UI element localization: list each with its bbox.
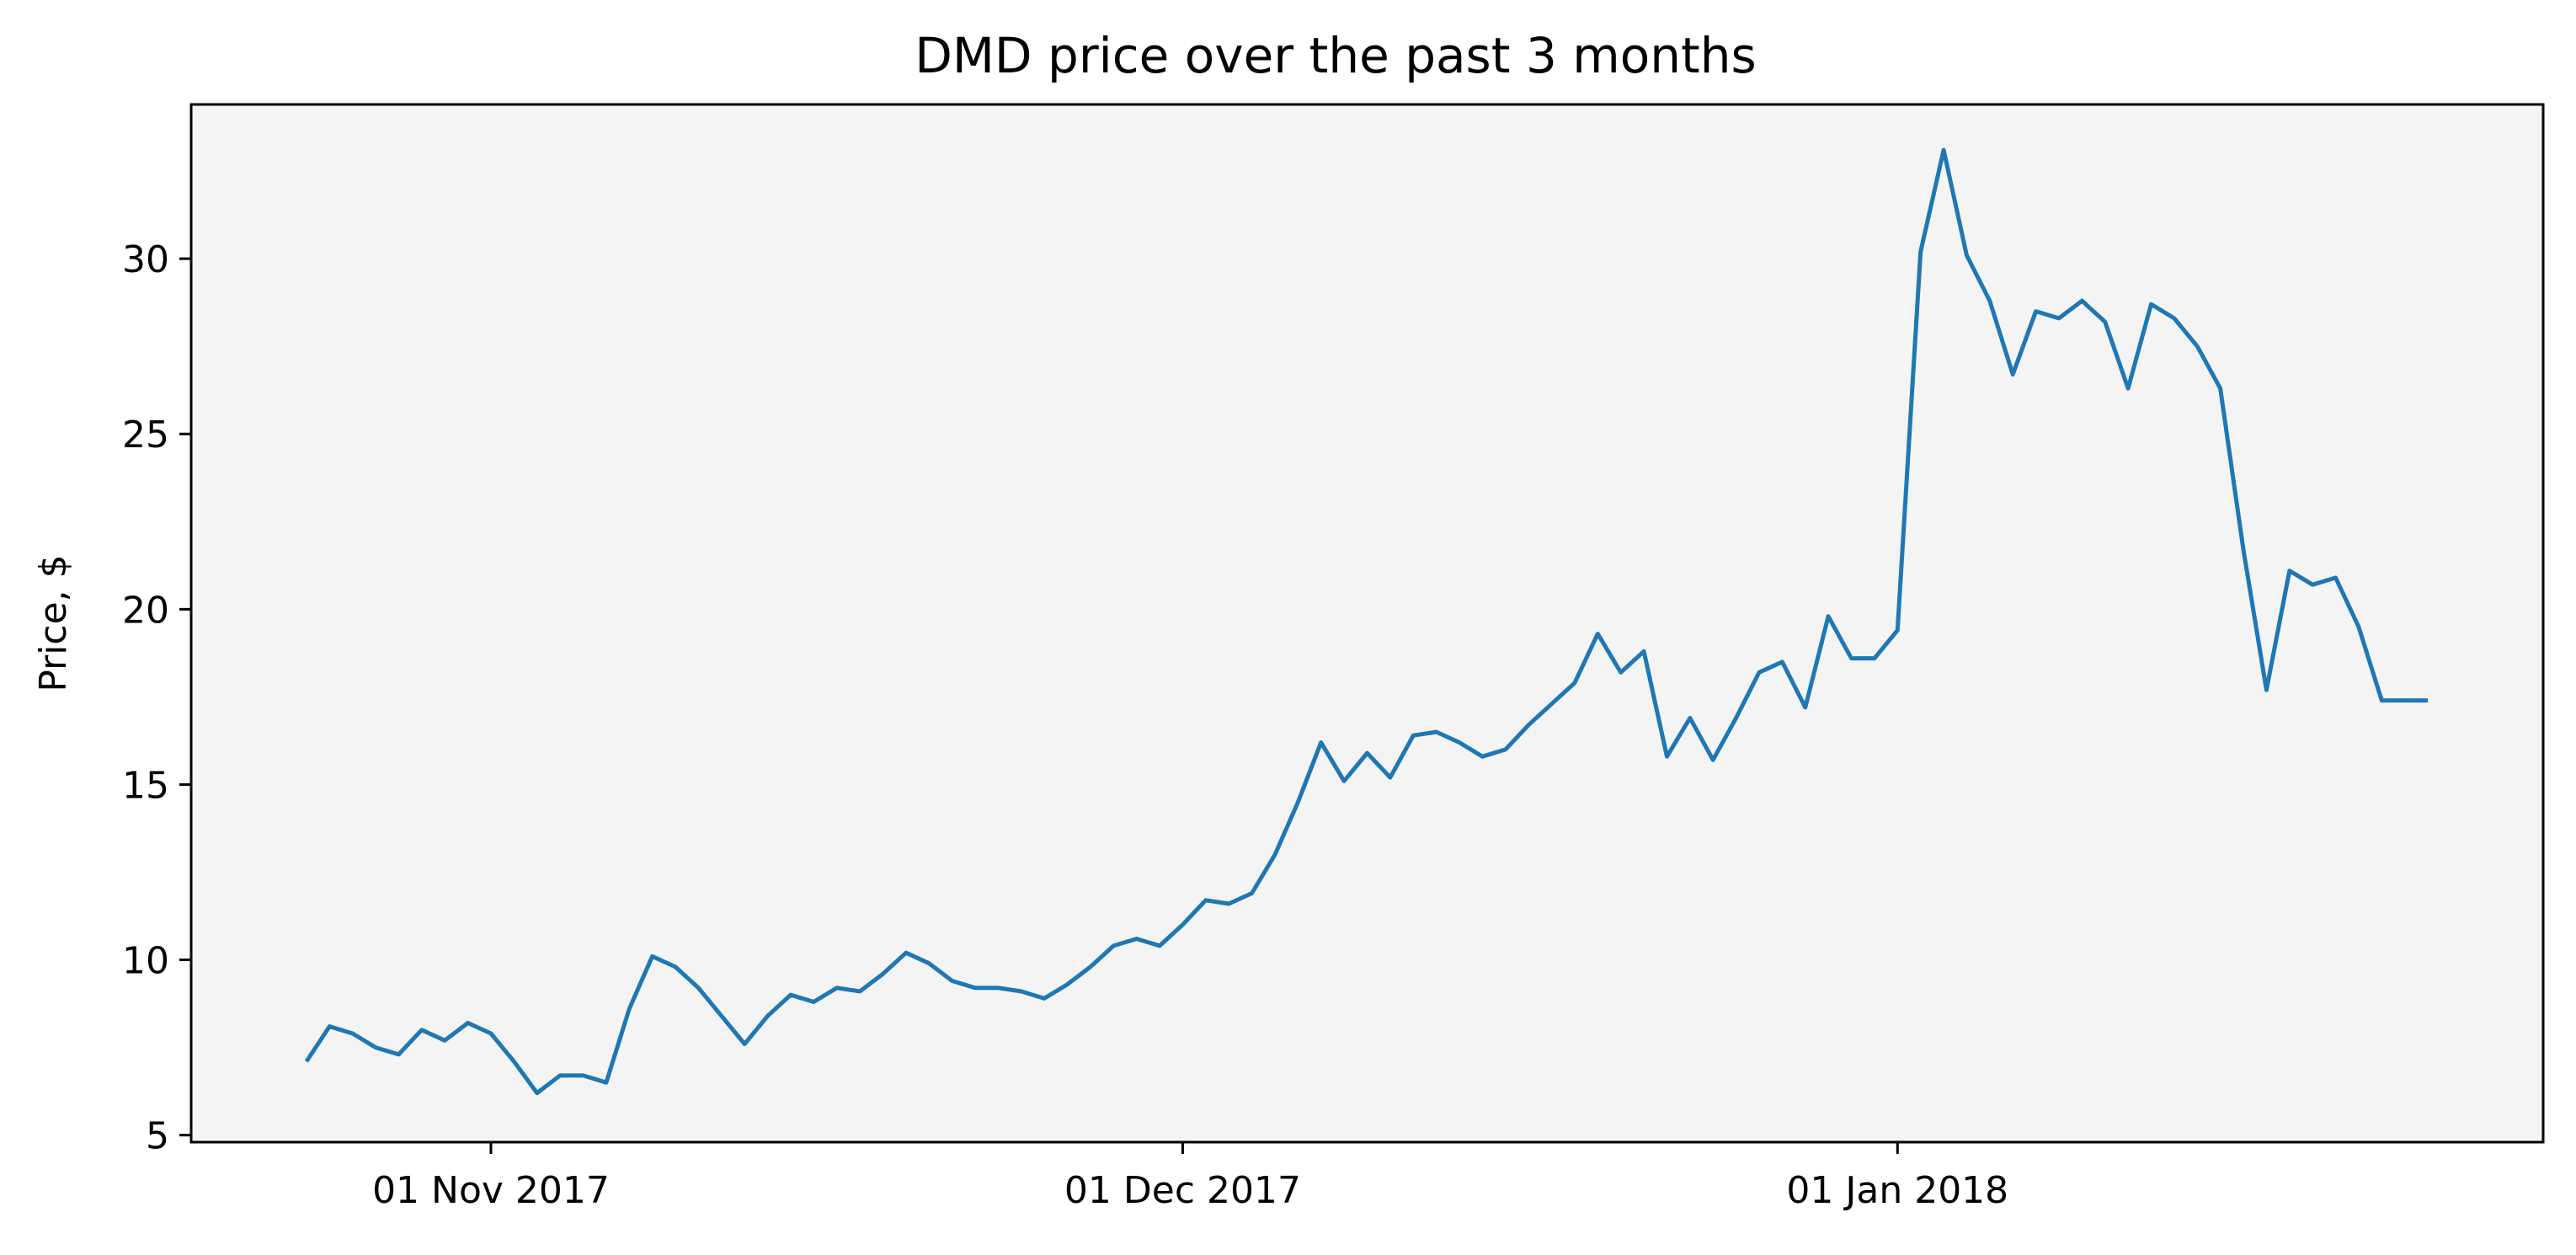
price-series-line (304, 147, 2429, 1096)
y-tick-label: 10 (122, 940, 169, 983)
y-tick-label: 15 (122, 764, 169, 807)
y-tick-label: 5 (146, 1115, 169, 1158)
y-axis-label: Price, $ (32, 554, 75, 692)
x-tick-label: 01 Jan 2018 (1786, 1169, 2008, 1212)
y-axis: 5 10 15 20 25 30 (122, 238, 191, 1158)
x-tick-label: 01 Nov 2017 (372, 1169, 610, 1212)
y-tick-label: 20 (122, 589, 169, 632)
chart-title: DMD price over the past 3 months (915, 27, 1757, 84)
plot-frame (189, 103, 2545, 1144)
plot-area (191, 104, 2543, 1142)
y-tick-label: 30 (122, 238, 169, 281)
x-tick-label: 01 Dec 2017 (1064, 1169, 1301, 1212)
y-tick-label: 25 (122, 414, 169, 457)
x-axis: 01 Nov 2017 01 Dec 2017 01 Jan 2018 (372, 1142, 2008, 1212)
